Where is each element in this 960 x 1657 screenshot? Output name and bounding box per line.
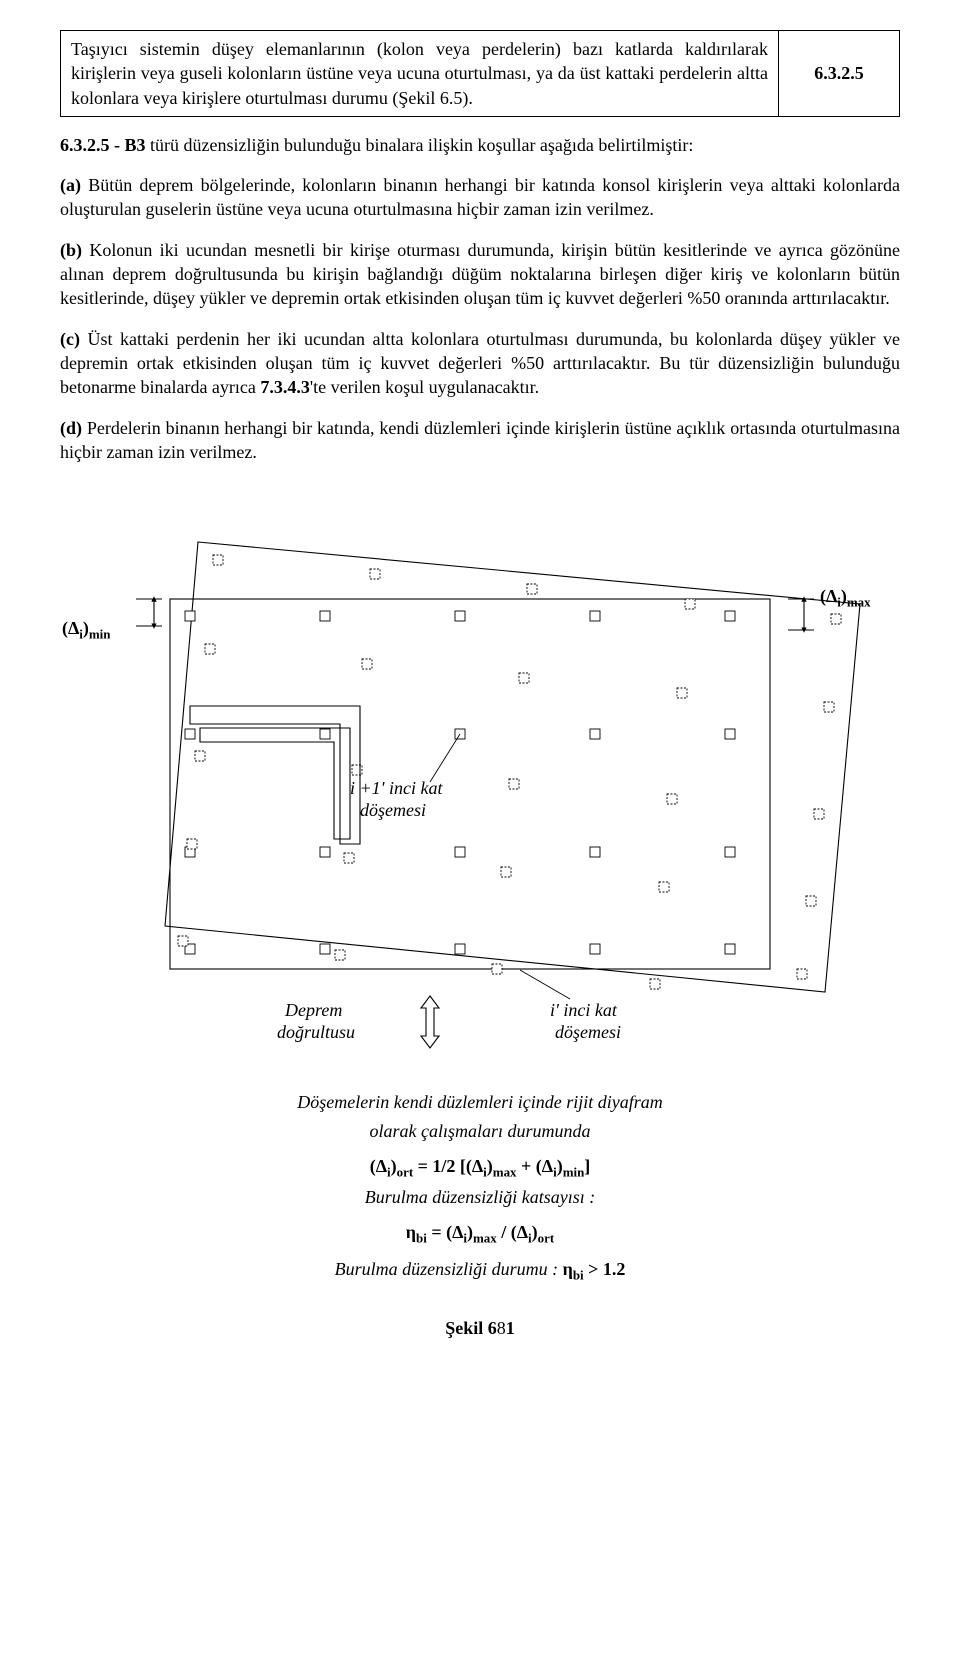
- figure-caption: Şekil 681: [60, 1316, 900, 1340]
- para-a-rest: Bütün deprem bölgelerinde, kolonların bi…: [60, 175, 900, 219]
- header-right-label: 6.3.2.5: [779, 31, 899, 116]
- intro-prefix: 6.3.2.5 - B3: [60, 135, 146, 155]
- dim-max-label: (Δi)max: [820, 584, 871, 611]
- svg-text:Deprem: Deprem: [284, 1000, 342, 1020]
- intro-sentence: 6.3.2.5 - B3 türü düzensizliğin bulunduğ…: [60, 133, 900, 157]
- para-a: (a) Bütün deprem bölgelerinde, kolonları…: [60, 173, 900, 222]
- para-c-rest2: 'te verilen koşul uygulanacaktır.: [310, 377, 539, 397]
- svg-text:doğrultusu: doğrultusu: [277, 1022, 355, 1042]
- para-c: (c) Üst kattaki perdenin her iki ucundan…: [60, 327, 900, 400]
- para-d: (d) Perdelerin binanın herhangi bir katı…: [60, 416, 900, 465]
- plan-svg: i +1' inci katdöşemesiDepremdoğrultusui'…: [50, 494, 910, 1074]
- para-a-prefix: (a): [60, 175, 81, 195]
- para-b-rest: Kolonun iki ucundan mesnetli bir kirişe …: [60, 240, 900, 309]
- para-d-prefix: (d): [60, 418, 82, 438]
- para-d-rest: Perdelerin binanın herhangi bir katında,…: [60, 418, 900, 462]
- caption-line-1: Döşemelerin kendi düzlemleri içinde riji…: [60, 1088, 900, 1117]
- para-c-mid: 7.3.4.3: [260, 377, 310, 397]
- svg-text:i +1' inci kat: i +1' inci kat: [350, 778, 443, 798]
- svg-text:i' inci kat: i' inci kat: [550, 1000, 618, 1020]
- header-box: Taşıyıcı sistemin düşey elemanlarının (k…: [60, 30, 900, 117]
- caption-line-3: Burulma düzensizliği katsayısı :: [60, 1183, 900, 1212]
- para-c-prefix: (c): [60, 329, 80, 349]
- caption-formula-1: (Δi)ort = 1/2 [(Δi)max + (Δi)min]: [60, 1152, 900, 1183]
- caption-line-2: olarak çalışmaları durumunda: [60, 1117, 900, 1146]
- para-b: (b) Kolonun iki ucundan mesnetli bir kir…: [60, 238, 900, 311]
- caption-line-4: Burulma düzensizliği durumu : ηbi > 1.2: [60, 1255, 900, 1286]
- page-number-overlay: 8: [497, 1318, 506, 1338]
- caption-formula-2: ηbi = (Δi)max / (Δi)ort: [60, 1218, 900, 1249]
- dim-min-label: (Δi)min: [62, 616, 110, 643]
- header-left-text: Taşıyıcı sistemin düşey elemanlarının (k…: [61, 31, 779, 116]
- svg-text:döşemesi: döşemesi: [360, 800, 426, 820]
- svg-text:döşemesi: döşemesi: [555, 1022, 621, 1042]
- para-b-prefix: (b): [60, 240, 82, 260]
- intro-rest: türü düzensizliğin bulunduğu binalara il…: [146, 135, 694, 155]
- plan-diagram: (Δi)min (Δi)max i +1' inci katdöşemesiDe…: [50, 494, 890, 1074]
- caption-block: Döşemelerin kendi düzlemleri içinde riji…: [60, 1088, 900, 1286]
